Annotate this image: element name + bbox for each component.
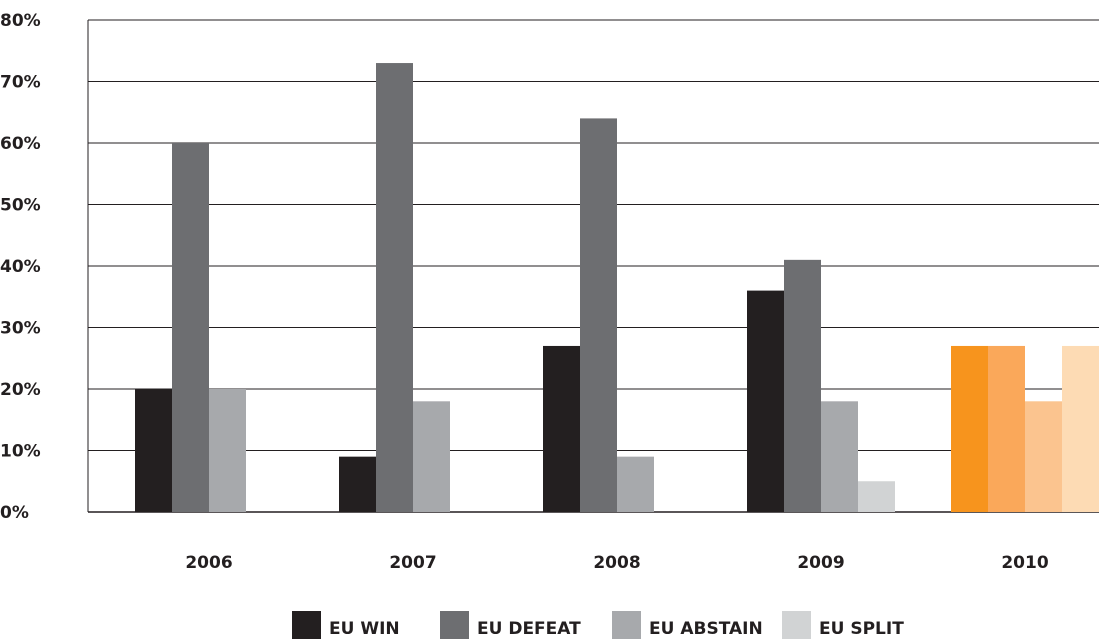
x-tick-label: 2006 bbox=[185, 553, 232, 573]
x-tick-label: 2010 bbox=[1001, 553, 1048, 573]
bar bbox=[617, 456, 654, 512]
y-tick-label: 60% bbox=[0, 134, 41, 154]
y-tick-label: 40% bbox=[0, 257, 41, 277]
bar bbox=[209, 389, 246, 512]
bar bbox=[951, 345, 988, 512]
legend-swatch bbox=[440, 611, 469, 639]
legend-label: EU DEFEAT bbox=[477, 619, 581, 639]
bar bbox=[988, 345, 1025, 512]
y-tick-label: 20% bbox=[0, 380, 41, 400]
bar bbox=[580, 118, 617, 513]
legend-swatch bbox=[782, 611, 811, 639]
x-tick-label: 2008 bbox=[593, 553, 640, 573]
legend-label: EU ABSTAIN bbox=[649, 619, 763, 639]
bar bbox=[858, 481, 895, 512]
bar bbox=[1025, 401, 1062, 512]
y-tick-label: 80% bbox=[0, 11, 41, 31]
legend-label: EU SPLIT bbox=[819, 619, 904, 639]
x-tick-label: 2007 bbox=[389, 553, 436, 573]
y-tick-label: 10% bbox=[0, 442, 41, 462]
bar bbox=[543, 345, 580, 512]
bar bbox=[135, 389, 172, 512]
y-tick-label: 70% bbox=[0, 73, 41, 93]
legend-label: EU WIN bbox=[329, 619, 400, 639]
bar bbox=[747, 290, 784, 512]
bar bbox=[821, 401, 858, 512]
x-tick-label: 2009 bbox=[797, 553, 844, 573]
legend-swatch bbox=[292, 611, 321, 639]
y-tick-label: 0% bbox=[0, 503, 29, 523]
bar bbox=[172, 143, 209, 512]
bar bbox=[376, 63, 413, 513]
legend-swatch bbox=[612, 611, 641, 639]
bar bbox=[1062, 345, 1099, 512]
bar bbox=[784, 259, 821, 512]
bar bbox=[413, 401, 450, 512]
bar bbox=[339, 456, 376, 512]
y-tick-label: 30% bbox=[0, 319, 41, 339]
y-tick-label: 50% bbox=[0, 196, 41, 216]
